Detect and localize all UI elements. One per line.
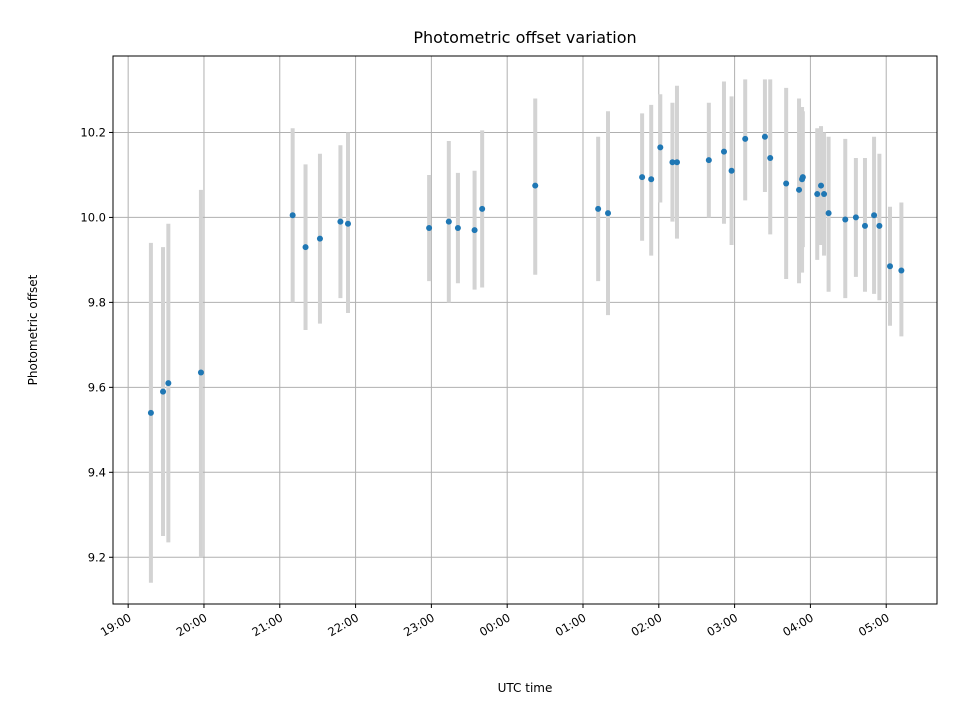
data-point [479, 205, 486, 212]
data-point [445, 218, 452, 225]
y-tick-label: 10.0 [80, 210, 106, 224]
data-point [842, 216, 849, 223]
data-point [742, 135, 749, 142]
data-point [165, 380, 172, 387]
y-tick-label: 9.6 [88, 380, 106, 394]
y-tick-label: 9.8 [88, 295, 106, 309]
data-point [720, 148, 727, 155]
y-tick-label: 9.2 [88, 550, 106, 564]
data-point [814, 191, 821, 198]
data-point [316, 235, 323, 242]
data-point [728, 167, 735, 174]
data-point [767, 154, 774, 161]
gridlines [113, 56, 937, 604]
data-point [454, 225, 461, 232]
y-tick-label: 10.2 [80, 125, 106, 139]
data-point [898, 267, 905, 274]
data-points [147, 133, 905, 416]
data-point [673, 159, 680, 166]
data-point [639, 174, 646, 181]
data-point [818, 182, 825, 189]
data-point [761, 133, 768, 140]
y-axis-ticks: 9.2 9.4 9.6 9.8 10.0 10.2 [80, 125, 113, 564]
data-point [532, 182, 539, 189]
data-point [289, 212, 296, 219]
data-point [302, 244, 309, 251]
data-point [871, 212, 878, 219]
data-point [861, 222, 868, 229]
plot-frame [112, 55, 938, 605]
data-point [147, 409, 154, 416]
data-point [887, 263, 894, 270]
data-point [876, 222, 883, 229]
y-axis-label: Photometric offset [26, 274, 40, 385]
data-point [605, 210, 612, 217]
data-point [197, 369, 204, 376]
y-tick-label: 9.4 [88, 465, 106, 479]
data-point [669, 159, 676, 166]
data-point [799, 174, 806, 181]
data-point [648, 176, 655, 183]
x-axis-label: UTC time [498, 681, 553, 695]
data-point [852, 214, 859, 221]
chart-title: Photometric offset variation [413, 28, 636, 47]
data-point [825, 210, 832, 217]
data-point [344, 220, 351, 227]
data-point [595, 205, 602, 212]
data-point [705, 157, 712, 164]
data-point [657, 144, 664, 151]
data-point [337, 218, 344, 225]
data-point [821, 191, 828, 198]
data-point [783, 180, 790, 187]
data-point [160, 388, 167, 395]
data-point [426, 225, 433, 232]
data-point [471, 227, 478, 234]
data-point [796, 186, 803, 193]
